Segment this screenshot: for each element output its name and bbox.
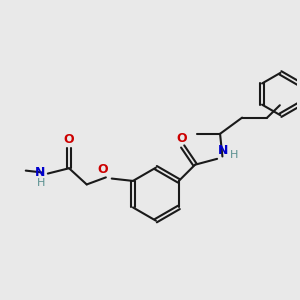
Text: N: N: [35, 166, 46, 179]
Text: O: O: [176, 132, 187, 145]
Text: O: O: [97, 164, 108, 176]
Text: O: O: [64, 133, 74, 146]
Text: N: N: [218, 144, 228, 158]
Text: H: H: [37, 178, 46, 188]
Text: H: H: [230, 150, 238, 160]
